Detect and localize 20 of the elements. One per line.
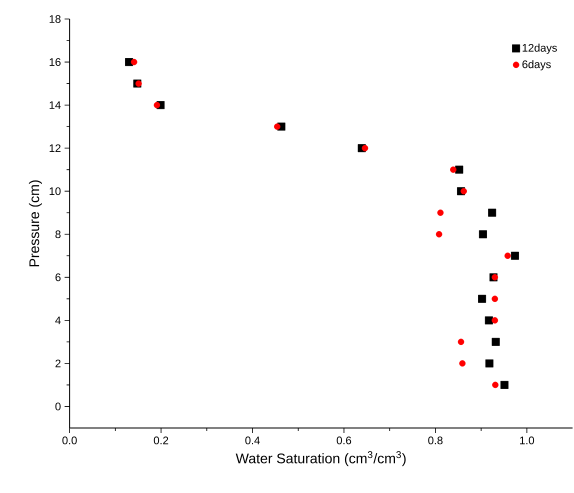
y-tick-label: 6 [56,273,61,282]
x-tick-label: 0.2 [154,436,168,444]
x-tick-label: 0.4 [245,436,260,444]
y-tick-label: 12 [50,144,61,152]
legend-label: 12days [522,44,557,54]
x-tick-label: 0.6 [336,436,352,444]
y-tick-label: 10 [50,187,61,196]
y-tick-label: 14 [50,101,61,109]
y-tick-label: 0 [55,402,61,410]
x-tick-label: 0.8 [428,436,443,444]
x-axis-title: Water Saturation (cm$^{3}$/cm$^{3}$) [236,451,406,466]
y-tick-label: 18 [50,15,61,23]
y-tick-label: 8 [55,230,61,238]
y-tick-label: 2 [56,360,61,368]
legend-label: 6days [522,60,551,70]
y-tick-label: 16 [50,58,61,66]
x-tick-label: 1.0 [520,436,534,444]
y-tick-label: 4 [55,316,61,324]
y-axis-title: Pressure (cm) [28,180,42,266]
x-tick-label: 0.0 [62,436,77,444]
